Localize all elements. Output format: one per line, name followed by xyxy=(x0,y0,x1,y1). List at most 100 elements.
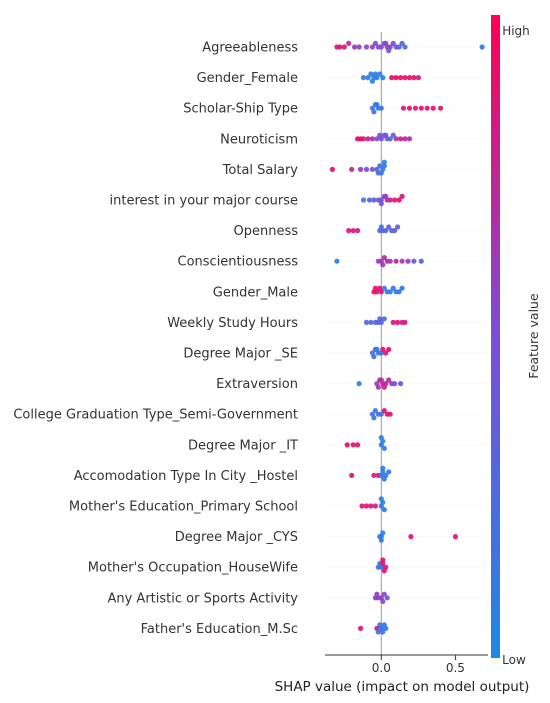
data-point xyxy=(378,435,384,441)
data-point xyxy=(402,75,408,81)
x-tick-label: 0.5 xyxy=(446,661,465,675)
data-point xyxy=(334,258,340,264)
data-point xyxy=(400,105,407,111)
data-point xyxy=(329,166,335,172)
data-point xyxy=(337,44,343,50)
data-point xyxy=(402,319,408,325)
data-point xyxy=(415,75,421,81)
data-point xyxy=(374,591,380,597)
data-point xyxy=(365,136,371,142)
data-point xyxy=(408,534,414,540)
feature-label: Agreeableness xyxy=(202,41,298,56)
data-point xyxy=(378,496,384,502)
data-point xyxy=(383,132,389,138)
data-point xyxy=(396,44,402,50)
row-guides xyxy=(325,46,488,629)
data-point xyxy=(360,136,367,142)
feature-label: Weekly Study Hours xyxy=(167,316,298,331)
data-point xyxy=(406,75,413,81)
data-point xyxy=(378,537,384,543)
data-point xyxy=(399,258,405,264)
data-point xyxy=(390,285,396,291)
data-point xyxy=(378,105,384,111)
data-point xyxy=(377,163,383,169)
feature-label: Extraversion xyxy=(216,377,298,392)
data-point xyxy=(380,561,386,567)
data-point xyxy=(479,44,485,50)
data-point xyxy=(380,557,386,563)
data-point xyxy=(399,285,405,291)
data-point xyxy=(381,316,387,322)
data-point xyxy=(383,40,389,47)
data-point xyxy=(356,381,362,387)
data-point xyxy=(438,105,444,111)
data-point xyxy=(386,224,392,230)
data-point xyxy=(398,136,404,142)
feature-label: Scholar-Ship Type xyxy=(183,102,298,117)
data-point xyxy=(381,591,387,597)
feature-label: Openness xyxy=(233,224,298,239)
feature-label: Neuroticism xyxy=(220,132,298,147)
data-point xyxy=(381,255,387,261)
data-point xyxy=(378,197,384,203)
data-point xyxy=(380,598,386,605)
data-point xyxy=(387,197,393,203)
data-point xyxy=(402,136,408,142)
data-point xyxy=(380,629,386,635)
colorbar: High Low Feature value xyxy=(491,15,541,667)
data-point xyxy=(418,105,424,111)
data-point xyxy=(346,40,352,47)
data-point xyxy=(390,319,396,325)
data-point xyxy=(392,228,398,234)
data-point xyxy=(381,445,387,451)
data-point xyxy=(358,625,364,632)
data-point xyxy=(355,442,361,448)
data-point xyxy=(398,75,404,81)
data-point xyxy=(452,534,458,540)
feature-label: Degree Major _IT xyxy=(188,438,298,453)
feature-label: Gender_Female xyxy=(197,71,298,86)
data-point xyxy=(365,75,371,81)
data-point xyxy=(363,503,370,509)
data-point xyxy=(369,44,375,50)
data-point xyxy=(363,166,370,172)
data-point xyxy=(405,258,411,264)
data-point xyxy=(395,224,401,230)
data-point xyxy=(380,262,386,268)
data-point xyxy=(380,469,386,475)
data-point xyxy=(377,132,383,138)
feature-label: Degree Major _CYS xyxy=(175,530,298,545)
data-point xyxy=(350,442,356,448)
feature-label: Conscientiousness xyxy=(178,255,299,270)
data-point xyxy=(402,44,408,50)
data-point xyxy=(372,285,378,291)
data-point xyxy=(378,201,384,207)
data-point xyxy=(383,193,389,199)
data-point xyxy=(393,136,399,142)
data-point xyxy=(372,408,378,414)
data-point xyxy=(368,503,374,509)
data-point xyxy=(381,163,387,169)
x-axis-ticks: 0.0 0.5 xyxy=(372,655,465,675)
feature-label: Mother's Education_Primary School xyxy=(69,500,298,515)
data-point xyxy=(375,629,381,635)
data-point xyxy=(372,71,378,77)
colorbar-title: Feature value xyxy=(526,293,541,379)
data-point xyxy=(383,350,389,356)
data-point xyxy=(377,71,383,77)
data-point xyxy=(396,289,402,295)
data-point xyxy=(378,44,384,50)
data-point xyxy=(371,472,377,478)
data-point xyxy=(381,159,387,165)
data-point xyxy=(377,316,383,322)
data-point xyxy=(383,625,389,632)
feature-label: College Graduation Type_Semi-Government xyxy=(13,408,298,423)
data-point xyxy=(386,469,392,475)
data-point xyxy=(358,166,364,172)
colorbar-high-label: High xyxy=(502,24,530,38)
data-point xyxy=(418,258,424,264)
feature-label: Accomodation Type In City _Hostel xyxy=(74,469,298,484)
data-point xyxy=(360,75,367,81)
data-point xyxy=(411,258,417,264)
